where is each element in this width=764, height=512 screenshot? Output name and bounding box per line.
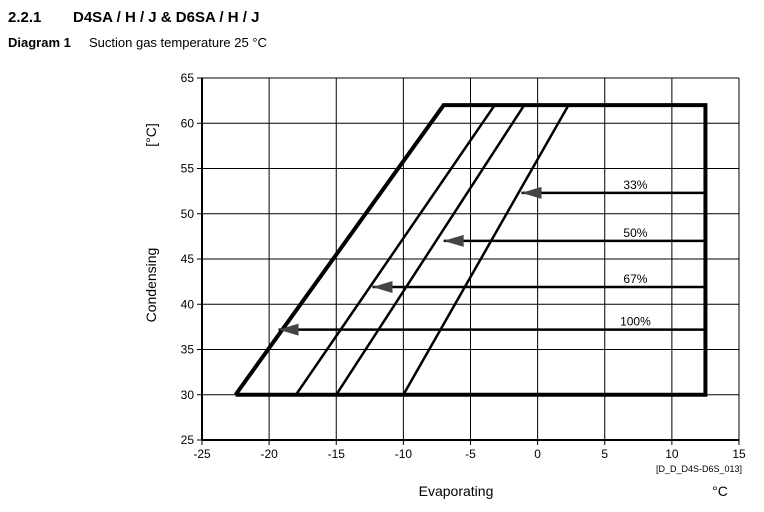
y-tick-label: 50	[181, 207, 195, 221]
envelope	[233, 103, 708, 397]
y-tick-label: 25	[181, 433, 195, 447]
arrow-head	[372, 281, 393, 294]
capacity-line	[335, 104, 526, 396]
x-axis-label: Evaporating	[419, 483, 494, 499]
y-tick-label: 40	[181, 297, 195, 311]
x-tick-label: 0	[534, 447, 541, 461]
section-title: D4SA / H / J & D6SA / H / J	[73, 9, 259, 26]
capacity-line	[294, 104, 496, 396]
arrow-head	[278, 323, 299, 336]
x-tick-label: -25	[193, 447, 211, 461]
y-tick-label: 30	[181, 388, 195, 402]
diagram-label: Diagram 1	[8, 35, 71, 50]
x-tick-label: -10	[395, 447, 413, 461]
y-tick-label: 60	[181, 116, 195, 130]
arrow-label: 100%	[620, 315, 651, 329]
y-axis-unit: [°C]	[143, 123, 159, 147]
x-tick-label: 10	[665, 447, 679, 461]
section-number: 2.2.1	[8, 9, 41, 26]
x-tick-label: -20	[260, 447, 278, 461]
x-tick-label: 5	[601, 447, 608, 461]
arrow-head	[443, 234, 464, 247]
x-tick-label: -15	[328, 447, 346, 461]
y-tick-label: 45	[181, 252, 195, 266]
arrow-label: 50%	[623, 226, 647, 240]
y-tick-label: 55	[181, 162, 195, 176]
figure-code: [D_D_D4S-D6S_013]	[656, 464, 742, 474]
y-tick-label: 35	[181, 343, 195, 357]
diagram-caption: Suction gas temperature 25 °C	[89, 35, 267, 50]
x-tick-label: 15	[732, 447, 746, 461]
arrow-label: 67%	[623, 272, 647, 286]
capacity-line	[402, 104, 570, 396]
x-tick-label: -5	[465, 447, 476, 461]
y-axis-label: Condensing	[143, 248, 159, 323]
y-tick-label: 65	[181, 71, 195, 85]
x-axis-unit: °C	[712, 483, 728, 499]
arrow-label: 33%	[623, 178, 647, 192]
arrow-head	[521, 186, 542, 199]
